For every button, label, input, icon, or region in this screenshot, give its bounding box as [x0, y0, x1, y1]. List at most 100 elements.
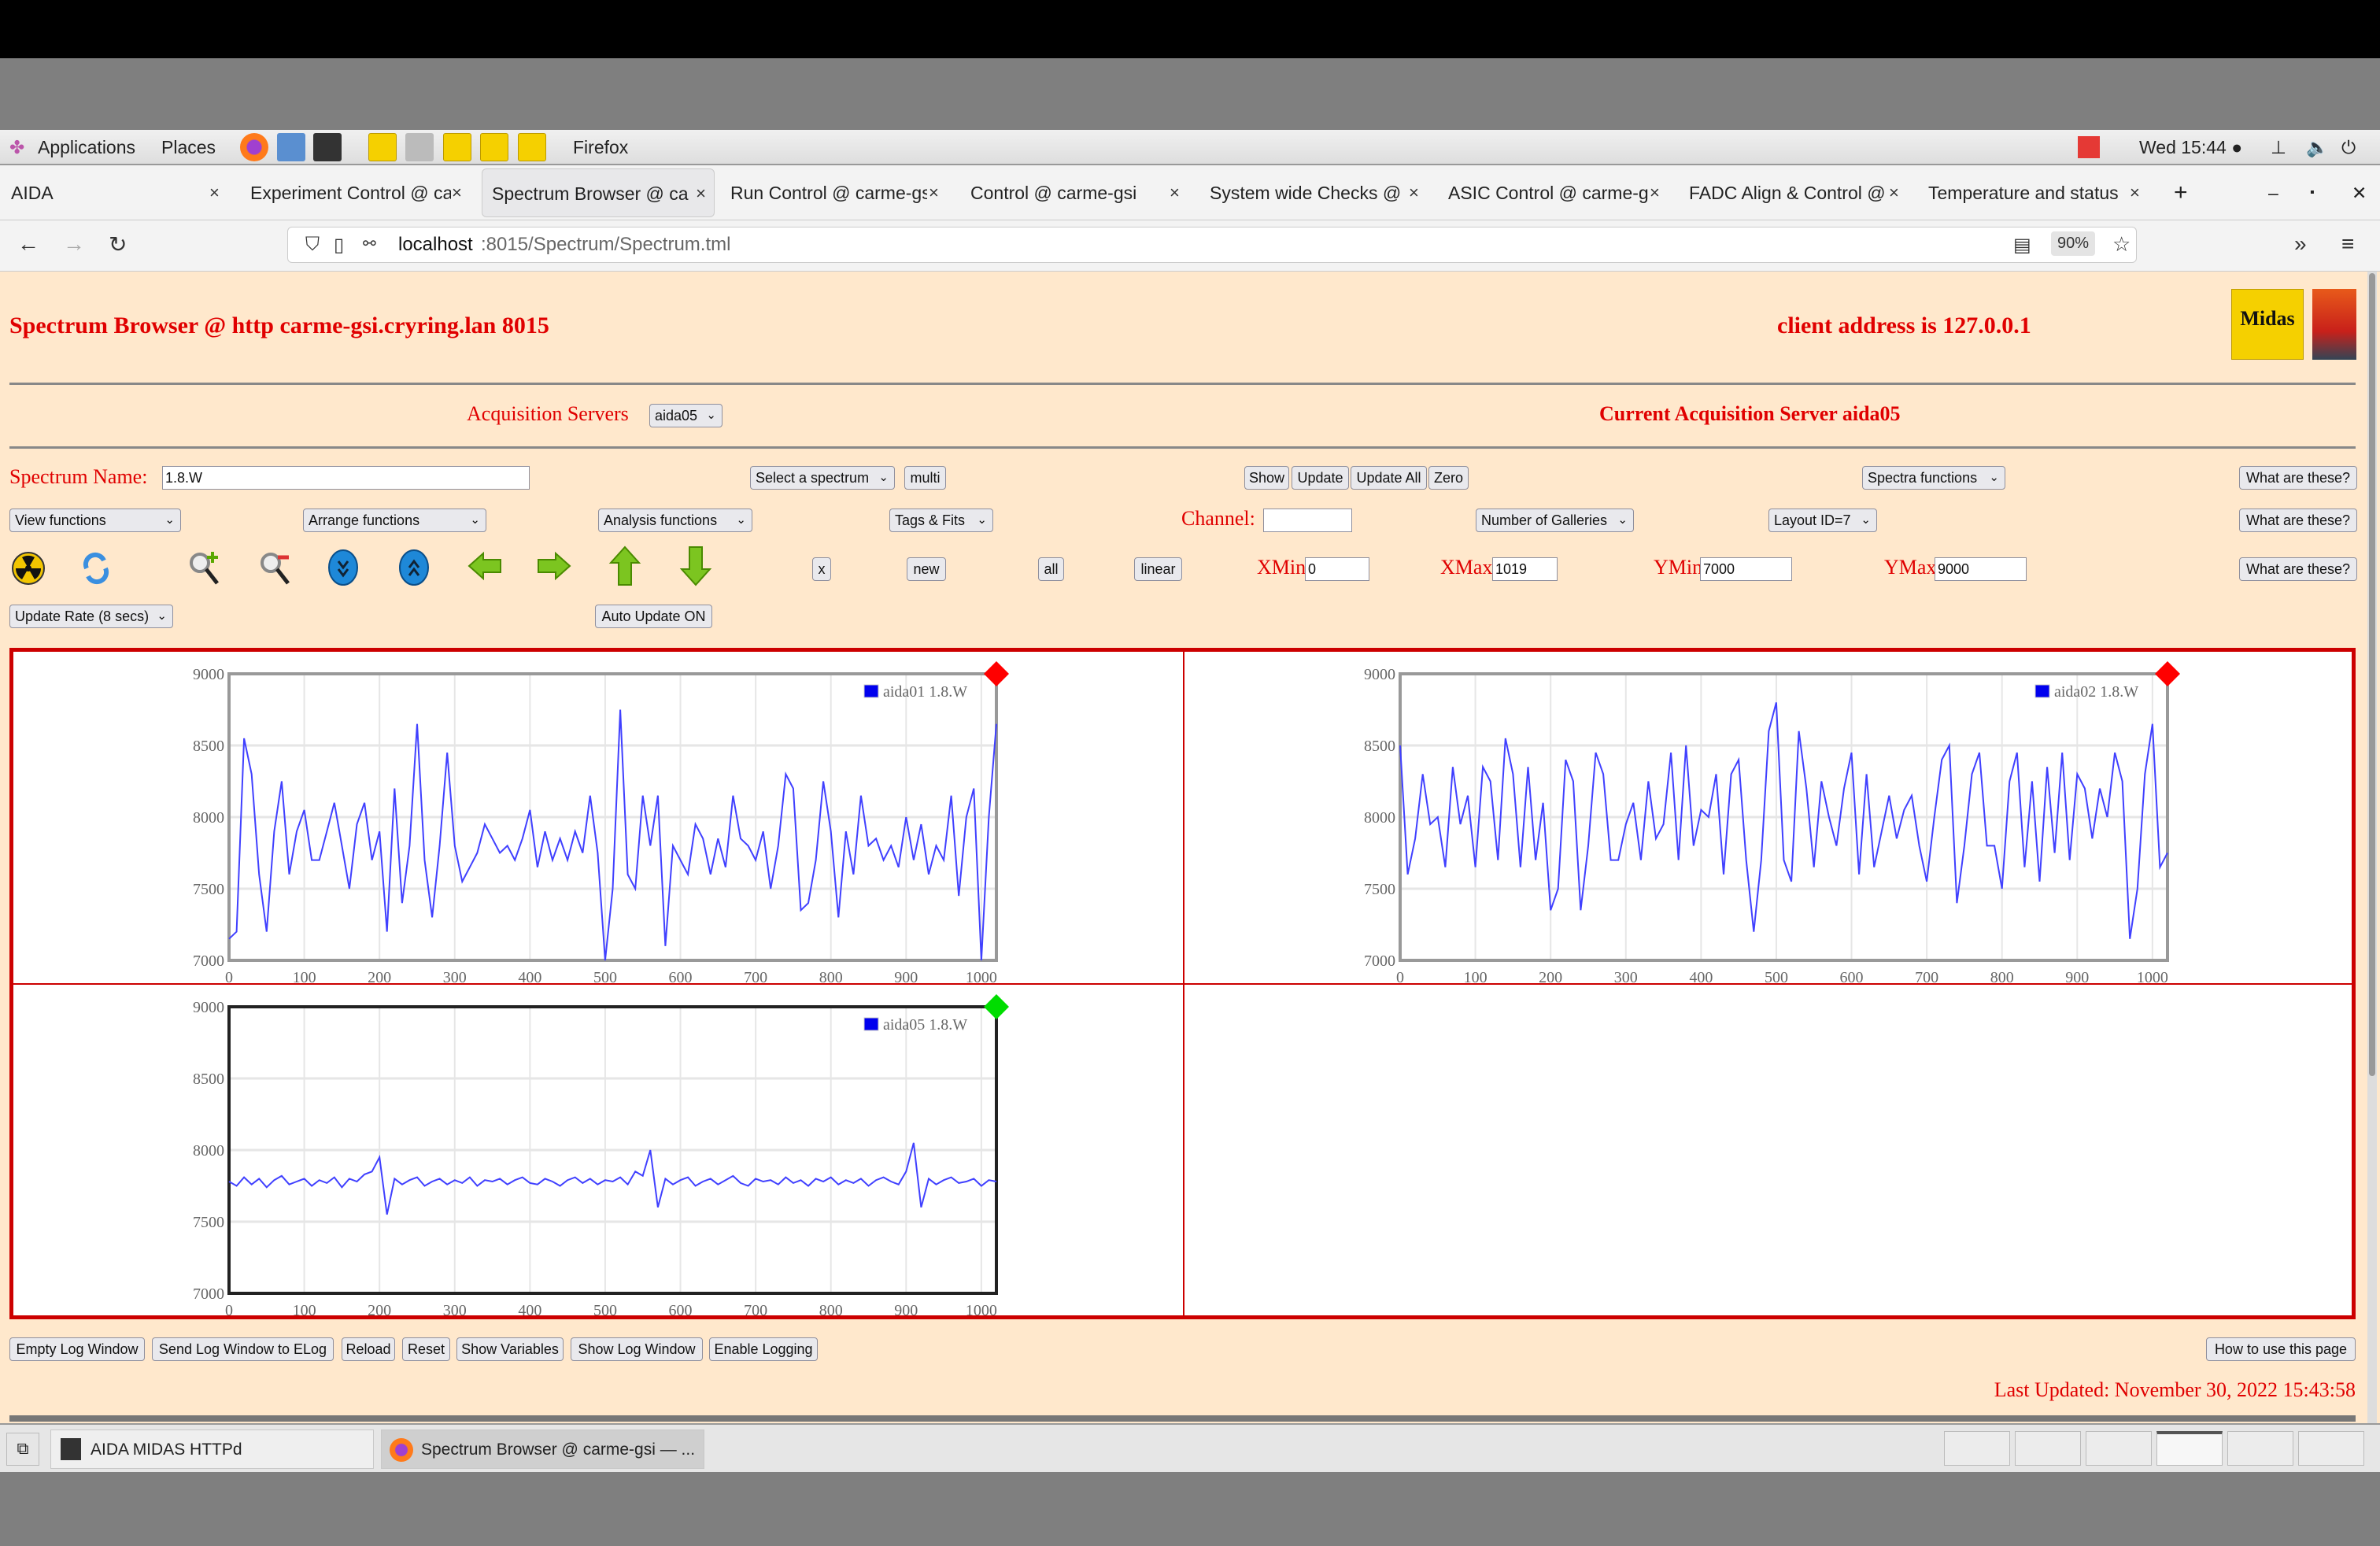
horizontal-scrollbar[interactable]: [9, 1415, 2356, 1422]
midas-launcher-icon[interactable]: [480, 133, 508, 161]
places-menu[interactable]: Places: [161, 137, 216, 157]
terminal-icon[interactable]: [313, 133, 342, 161]
tab-run-control[interactable]: Run Control @ carme-gs: [730, 165, 927, 220]
show-desktop-icon[interactable]: ⧉: [6, 1433, 39, 1466]
zoom-in-icon[interactable]: [186, 549, 224, 586]
close-window-button[interactable]: ✕: [2352, 183, 2367, 203]
tab-fadc-align[interactable]: FADC Align & Control @: [1689, 165, 1886, 220]
scale-toggle-button[interactable]: linear: [1134, 557, 1182, 581]
close-tab-icon[interactable]: ×: [1170, 183, 1180, 202]
expand-down-icon[interactable]: [326, 549, 360, 586]
layout-id-dropdown[interactable]: Layout ID=7 ⌄: [1768, 509, 1877, 532]
analysis-functions-dropdown[interactable]: Analysis functions ⌄: [598, 509, 752, 532]
new-button[interactable]: new: [907, 557, 946, 581]
zoom-out-icon[interactable]: [257, 549, 294, 586]
page-scrollbar[interactable]: [2367, 272, 2377, 1423]
anydesk-tray-icon[interactable]: [2078, 136, 2100, 158]
auto-update-button[interactable]: Auto Update ON: [595, 605, 712, 628]
ymax-input[interactable]: 9000: [1935, 557, 2027, 581]
show-variables-button[interactable]: Show Variables: [456, 1337, 564, 1361]
all-button[interactable]: all: [1038, 557, 1064, 581]
tab-spectrum-browser[interactable]: Spectrum Browser @ ca ×: [482, 168, 715, 217]
workspace-1[interactable]: [1944, 1431, 2010, 1466]
close-tab-icon[interactable]: ×: [929, 183, 939, 202]
close-tab-icon[interactable]: ×: [1889, 183, 1899, 202]
back-icon[interactable]: ←: [17, 231, 39, 256]
firefox-launcher-icon[interactable]: [240, 133, 268, 161]
workspace-2[interactable]: [2015, 1431, 2081, 1466]
volume-muted-icon[interactable]: 🔈: [2306, 137, 2329, 157]
tab-control[interactable]: Control @ carme-gsi: [970, 165, 1171, 220]
arrange-functions-dropdown[interactable]: Arrange functions ⌄: [303, 509, 486, 532]
zoom-level[interactable]: 90%: [2051, 231, 2096, 256]
close-tab-icon[interactable]: ×: [696, 183, 706, 203]
close-tab-icon[interactable]: ×: [1650, 183, 1660, 202]
midas-launcher-icon[interactable]: [518, 133, 546, 161]
minimize-button[interactable]: –: [2268, 183, 2278, 203]
arrow-down-icon[interactable]: [678, 546, 713, 586]
show-log-window-button[interactable]: Show Log Window: [571, 1337, 703, 1361]
taskbar-item-firefox[interactable]: Spectrum Browser @ carme-gsi — ...: [381, 1429, 704, 1469]
close-tab-icon[interactable]: ×: [452, 183, 462, 202]
workspace-5[interactable]: [2227, 1431, 2293, 1466]
show-button[interactable]: Show: [1244, 466, 1289, 490]
midas-launcher-icon[interactable]: [443, 133, 471, 161]
acquisition-server-select[interactable]: aida05 ⌄: [649, 404, 722, 427]
help-button[interactable]: What are these?: [2239, 466, 2357, 490]
overflow-menu-icon[interactable]: »: [2294, 231, 2307, 256]
enable-logging-button[interactable]: Enable Logging: [709, 1337, 818, 1361]
spectrum-panel-2[interactable]: 0 100 200 300 400 500 600 700 800 900 1000 7000 7500…: [1183, 650, 2353, 986]
xmax-input[interactable]: 1019: [1492, 557, 1558, 581]
multi-button[interactable]: multi: [904, 466, 946, 490]
clock[interactable]: Wed 15:44 ●: [2139, 137, 2243, 157]
update-rate-dropdown[interactable]: Update Rate (8 secs) ⌄: [9, 605, 173, 628]
power-icon[interactable]: ⏻: [2341, 137, 2356, 157]
ymin-input[interactable]: 7000: [1700, 557, 1792, 581]
tab-aida[interactable]: AIDA: [11, 165, 208, 220]
arrow-right-icon[interactable]: [535, 549, 573, 583]
how-to-use-button[interactable]: How to use this page: [2206, 1337, 2356, 1361]
hamburger-menu-icon[interactable]: ≡: [2341, 231, 2355, 256]
new-tab-button[interactable]: +: [2174, 179, 2188, 205]
reload-button[interactable]: Reload: [342, 1337, 395, 1361]
xmin-input[interactable]: 0: [1305, 557, 1369, 581]
taskbar-item-terminal[interactable]: AIDA MIDAS HTTPd: [50, 1429, 374, 1469]
workspace-4-active[interactable]: [2156, 1431, 2223, 1466]
spectrum-name-input[interactable]: 1.8.W: [162, 466, 530, 490]
bookmark-star-icon[interactable]: ☆: [2112, 232, 2131, 256]
file-manager-icon[interactable]: [277, 133, 305, 161]
applications-menu[interactable]: Applications: [38, 137, 136, 157]
forward-icon[interactable]: →: [63, 231, 85, 256]
number-of-galleries-dropdown[interactable]: Number of Galleries ⌄: [1476, 509, 1634, 532]
midas-launcher-icon[interactable]: [368, 133, 397, 161]
arrow-up-icon[interactable]: [608, 546, 642, 586]
workspace-3[interactable]: [2086, 1431, 2152, 1466]
shield-icon[interactable]: ⛉: [305, 234, 320, 255]
tags-fits-dropdown[interactable]: Tags & Fits ⌄: [889, 509, 993, 532]
update-all-button[interactable]: Update All: [1351, 466, 1427, 490]
close-tab-icon[interactable]: ×: [2130, 183, 2140, 202]
screenshot-icon[interactable]: [405, 133, 434, 161]
view-functions-dropdown[interactable]: View functions ⌄: [9, 509, 181, 532]
reader-view-icon[interactable]: ▤: [2013, 235, 2031, 256]
tab-asic-control[interactable]: ASIC Control @ carme-g: [1448, 165, 1649, 220]
close-tab-icon[interactable]: ×: [1409, 183, 1419, 202]
workspace-6[interactable]: [2298, 1431, 2364, 1466]
permissions-icon[interactable]: ⚯: [363, 235, 376, 253]
send-log-to-elog-button[interactable]: Send Log Window to ELog: [152, 1337, 334, 1361]
refresh-icon[interactable]: [79, 551, 113, 586]
zero-button[interactable]: Zero: [1428, 466, 1469, 490]
help-button[interactable]: What are these?: [2239, 557, 2357, 581]
spectrum-panel-3[interactable]: 0 100 200 300 400 500 600 700 800 900 1000 7000 7500…: [12, 983, 1184, 1319]
tab-experiment-control[interactable]: Experiment Control @ ca: [250, 165, 451, 220]
clear-button[interactable]: x: [812, 557, 831, 581]
empty-log-window-button[interactable]: Empty Log Window: [9, 1337, 145, 1361]
spectrum-panel-1[interactable]: 0 100 200 300 400 500 600 700 800 900 1000 7000 7500…: [12, 650, 1184, 986]
close-tab-icon[interactable]: ×: [209, 183, 220, 202]
expand-up-icon[interactable]: [397, 549, 431, 586]
url-field[interactable]: ⛉ ▯ ⚯ localhost :8015/Spectrum/Spectrum.…: [287, 227, 2137, 263]
spectra-functions-dropdown[interactable]: Spectra functions ⌄: [1862, 466, 2005, 490]
radiation-icon[interactable]: [11, 551, 46, 586]
help-button[interactable]: What are these?: [2239, 509, 2357, 532]
tab-temperature[interactable]: Temperature and status: [1928, 165, 2129, 220]
